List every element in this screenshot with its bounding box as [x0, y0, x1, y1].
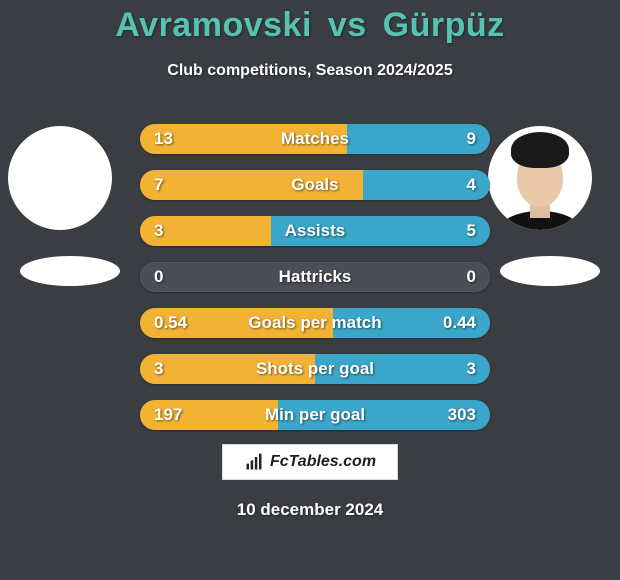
stat-row: 139Matches — [140, 124, 490, 154]
title-player2: Gürpüz — [383, 6, 505, 44]
chart-icon — [244, 452, 264, 472]
stat-row: 33Shots per goal — [140, 354, 490, 384]
stat-label: Min per goal — [140, 405, 490, 425]
source-watermark: FcTables.com — [222, 444, 398, 480]
title-player1: Avramovski — [115, 6, 312, 44]
player-right-avatar — [488, 126, 592, 230]
stat-label: Assists — [140, 221, 490, 241]
title-vs: vs — [322, 6, 373, 44]
stat-label: Goals per match — [140, 313, 490, 333]
stat-row: 197303Min per goal — [140, 400, 490, 430]
stat-row: 0.540.44Goals per match — [140, 308, 490, 338]
page-title: Avramovski vs Gürpüz — [0, 6, 620, 45]
stat-rows: 139Matches 74Goals 35Assists 00Hattricks 0.5… — [140, 124, 490, 430]
stat-label: Goals — [140, 175, 490, 195]
player-right-flag — [500, 256, 600, 286]
stat-label: Shots per goal — [140, 359, 490, 379]
stat-row: 35Assists — [140, 216, 490, 246]
subtitle: Club competitions, Season 2024/2025 — [0, 62, 620, 80]
player-left-flag — [20, 256, 120, 286]
stat-row: 74Goals — [140, 170, 490, 200]
stat-label: Matches — [140, 129, 490, 149]
stat-label: Hattricks — [140, 267, 490, 287]
stat-row: 00Hattricks — [140, 262, 490, 292]
player-right-headshot — [488, 126, 592, 230]
player-left-avatar — [8, 126, 112, 230]
date-label: 10 december 2024 — [0, 500, 620, 520]
comparison-infographic: Avramovski vs Gürpüz Club competitions, … — [0, 0, 620, 580]
watermark-text: FcTables.com — [270, 453, 376, 471]
